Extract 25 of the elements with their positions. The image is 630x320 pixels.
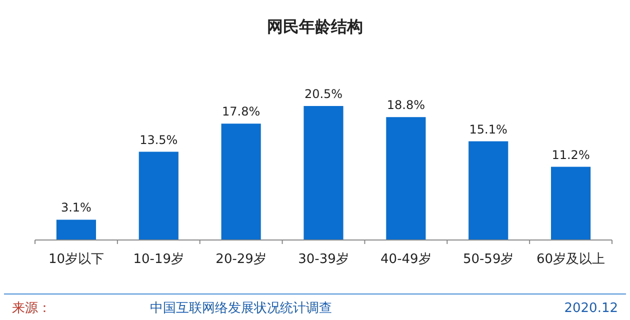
text: 中国互联网络发展状况统计调查 [150,301,332,316]
bar [304,106,344,240]
x-tick-label: 10岁以下 [48,252,104,267]
text: 2020.12 [564,301,618,316]
data-label: 18.8% [386,98,425,112]
data-label: 3.1% [60,200,92,215]
x-tick-label: 40-49岁 [380,252,432,267]
source-note: 来源： [12,301,51,316]
data-label: 15.1% [469,122,508,136]
x-tick-label: 60岁及以上 [536,252,606,267]
bar [468,141,508,240]
data-label: 20.5% [304,87,343,101]
data-label: 11.2% [552,148,590,162]
x-tick-label: 10-19岁 [133,252,184,267]
x-tick-label: 20-29岁 [216,252,266,267]
bar [386,117,426,240]
chart-title: 网民年龄结构 [267,17,363,36]
x-tick-label: 30-39岁 [298,252,349,267]
x-tick-label: 50-59岁 [462,252,514,267]
bar [551,166,591,240]
data-label: 17.8% [222,104,260,119]
bar [221,124,261,240]
bar [138,152,178,240]
data-label: 13.5% [140,132,178,147]
bar [56,220,96,240]
